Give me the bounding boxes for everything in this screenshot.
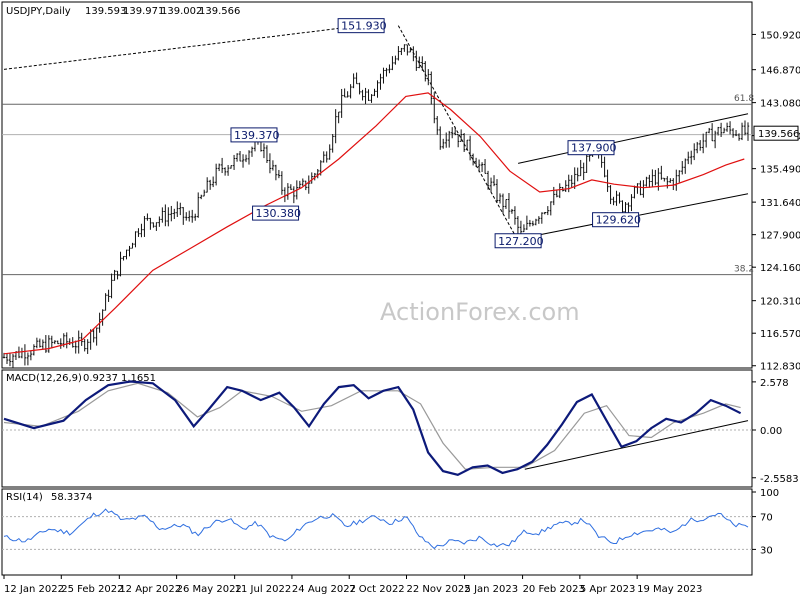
- x-tick-label: 19 May 2023: [637, 584, 702, 595]
- price-y-tick-label: 131.640: [760, 198, 800, 209]
- rsi-pane-title: RSI(14): [6, 492, 43, 503]
- macd-pane: MACD(12,26,9) 0.9237 1.1651 2.578 0.00 -2.…: [1, 369, 799, 488]
- rsi-level-lines: [2, 516, 752, 550]
- rsi-y-tick-label: 100: [760, 488, 779, 499]
- price-callout-label: 151.930: [341, 20, 387, 33]
- macd-trendline: [524, 420, 749, 470]
- macd-signal-value: 1.1651: [121, 373, 156, 384]
- price-pane-title: USDJPY,Daily: [6, 6, 71, 17]
- watermark: ActionForex.com: [380, 298, 580, 326]
- macd-value: 0.9237: [83, 373, 118, 384]
- price-callout-label: 130.380: [256, 207, 302, 220]
- macd-y-tick-label: 0.00: [760, 426, 782, 437]
- x-tick-label: 12 Jan 2022: [4, 584, 64, 595]
- macd-pane-frame: [1, 369, 753, 488]
- trendline: [517, 113, 749, 164]
- price-y-tick-label: 116.570: [760, 329, 800, 340]
- rsi-y-tick-label: 70: [760, 513, 773, 524]
- price-callout-box: [252, 205, 300, 221]
- x-tick-label: 12 Apr 2022: [119, 584, 181, 595]
- rsi-path: [3, 508, 749, 550]
- price-y-tick-label: 112.830: [760, 362, 800, 373]
- moving-average: [3, 92, 745, 355]
- ohlc-high: 139.971: [123, 6, 164, 17]
- price-y-axis: 150.920146.870143.080139.290135.490131.6…: [752, 30, 800, 373]
- ma-line: [3, 92, 745, 355]
- rsi-y-axis: 100 70 30: [752, 488, 779, 556]
- macd-y-axis: 2.578 0.00 -2.5583: [752, 378, 799, 485]
- price-callout-box: [494, 233, 542, 249]
- rsi-y-tick-label: 30: [760, 545, 773, 556]
- price-y-tick-label: 135.490: [760, 165, 800, 176]
- price-y-tick-label: 150.920: [760, 30, 800, 41]
- x-tick-label: 11 Jul 2022: [235, 584, 292, 595]
- rsi-line: [3, 508, 749, 550]
- price-callout-label: 137.900: [571, 142, 617, 155]
- price-candles: [2, 44, 750, 368]
- price-callout-box: [592, 212, 640, 228]
- x-tick-label: 24 Aug 2022: [292, 584, 356, 595]
- current-price-label: 139.566: [758, 129, 799, 140]
- x-tick-label: 5 Apr 2023: [580, 584, 635, 595]
- price-callout-box: [337, 18, 385, 34]
- rsi-value: 58.3374: [51, 492, 92, 503]
- rsi-pane-frame: [1, 488, 753, 576]
- price-callout-label: 127.200: [498, 235, 544, 248]
- price-reference-lines: 61.8 38.2: [2, 94, 754, 276]
- x-tick-label: 5 Jan 2023: [465, 584, 519, 595]
- price-y-tick-label: 124.160: [760, 263, 800, 274]
- x-tick-label: 20 Feb 2023: [523, 584, 585, 595]
- x-tick-label: 7 Oct 2022: [349, 584, 404, 595]
- ohlc-low: 139.002: [161, 6, 202, 17]
- price-callouts: 151.930 139.370 130.380 137.900 127.200 129.6…: [230, 18, 642, 249]
- price-pane-frame: [1, 1, 753, 369]
- price-y-tick-label: 143.080: [760, 99, 800, 110]
- ohlc-close: 139.566: [199, 6, 240, 17]
- price-callout-box: [567, 140, 615, 156]
- macd-lines: [3, 380, 749, 476]
- macd-pane-title: MACD(12,26,9): [6, 373, 82, 384]
- fib-level-label: 38.2: [734, 265, 754, 275]
- ohlc-open: 139.593: [85, 6, 126, 17]
- price-callout-label: 129.620: [596, 214, 642, 227]
- price-y-tick-label: 127.900: [760, 231, 800, 242]
- price-y-tick-label: 120.310: [760, 297, 800, 308]
- x-tick-label: 22 Nov 2022: [407, 584, 471, 595]
- current-price-box: [753, 125, 799, 141]
- trendline: [397, 25, 519, 241]
- macd-y-tick-label: -2.5583: [760, 474, 799, 485]
- macd-y-tick-label: 2.578: [760, 378, 789, 389]
- price-callout-label: 139.370: [234, 129, 280, 142]
- price-callout-box: [230, 127, 278, 143]
- macd-main-line: [3, 380, 742, 476]
- price-pane: USDJPY,Daily 139.593 139.971 139.002 139…: [1, 1, 800, 373]
- price-y-tick-label: 146.870: [760, 66, 800, 77]
- fib-level-label: 61.8: [734, 94, 754, 104]
- rsi-pane: RSI(14) 58.3374 100 70 30: [1, 488, 779, 576]
- x-tick-label: 25 Feb 2022: [61, 584, 123, 595]
- x-tick-label: 26 May 2022: [177, 584, 242, 595]
